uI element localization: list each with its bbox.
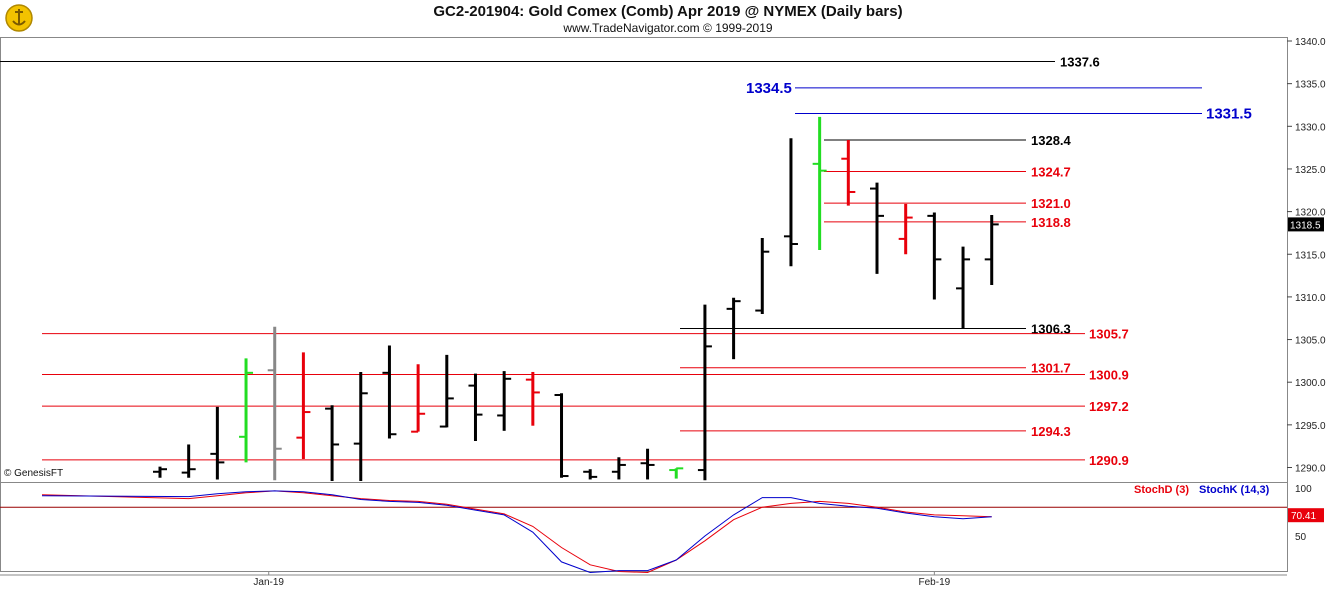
price-tick-label: 1300.0 xyxy=(1295,378,1326,389)
stoch-legend-d: StochD (3) xyxy=(1134,484,1189,496)
level-label: 1300.9 xyxy=(1089,368,1129,383)
price-tick-label: 1335.0 xyxy=(1295,80,1326,91)
price-tick-label: 1330.0 xyxy=(1295,122,1326,133)
price-tick-label: 1295.0 xyxy=(1295,421,1326,432)
price-tick-label: 1310.0 xyxy=(1295,293,1326,304)
stoch-current-box xyxy=(1288,508,1324,523)
level-label: 1321.0 xyxy=(1031,196,1071,211)
price-tick-label: 1305.0 xyxy=(1295,336,1326,347)
time-tick-label: Jan-19 xyxy=(253,577,284,588)
trade-navigator-logo xyxy=(4,3,34,33)
price-tick-label: 1315.0 xyxy=(1295,250,1326,261)
level-label: 1334.5 xyxy=(746,80,792,97)
stochk-line xyxy=(41,490,992,574)
level-label: 1337.6 xyxy=(1060,54,1100,69)
level-label: 1324.7 xyxy=(1031,165,1071,180)
price-tick-label: 1325.0 xyxy=(1295,165,1326,176)
time-tick-label: Feb-19 xyxy=(919,577,951,588)
price-tick-label: 1340.0 xyxy=(1295,37,1326,48)
watermark-text: © GenesisFT xyxy=(4,468,64,479)
stoch-tick-label: 100 xyxy=(1295,484,1312,495)
level-label: 1301.7 xyxy=(1031,361,1071,376)
current-price-label: 1318.5 xyxy=(1290,220,1321,231)
level-label: 1294.3 xyxy=(1031,424,1071,439)
level-label: 1331.5 xyxy=(1206,106,1252,123)
stoch-tick-label: 50 xyxy=(1295,532,1307,543)
stoch-current-label: 70.41 xyxy=(1291,511,1316,522)
level-label: 1306.3 xyxy=(1031,321,1071,336)
price-tick-label: 1320.0 xyxy=(1295,208,1326,219)
level-label: 1305.7 xyxy=(1089,327,1129,342)
stoch-panel-frame xyxy=(0,482,1288,572)
stoch-legend-k: StochK (14,3) xyxy=(1199,484,1270,496)
main-panel-frame xyxy=(0,37,1288,483)
price-tick-label: 1290.0 xyxy=(1295,464,1326,475)
level-label: 1328.4 xyxy=(1031,133,1072,148)
chart-subtitle: www.TradeNavigator.com © 1999-2019 xyxy=(563,21,773,35)
level-label: 1318.8 xyxy=(1031,215,1071,230)
stochd-line xyxy=(41,490,992,574)
level-label: 1290.9 xyxy=(1089,453,1129,468)
current-price-box xyxy=(1288,217,1324,232)
level-label: 1297.2 xyxy=(1089,399,1129,414)
chart-title: GC2-201904: Gold Comex (Comb) Apr 2019 @… xyxy=(433,3,903,20)
